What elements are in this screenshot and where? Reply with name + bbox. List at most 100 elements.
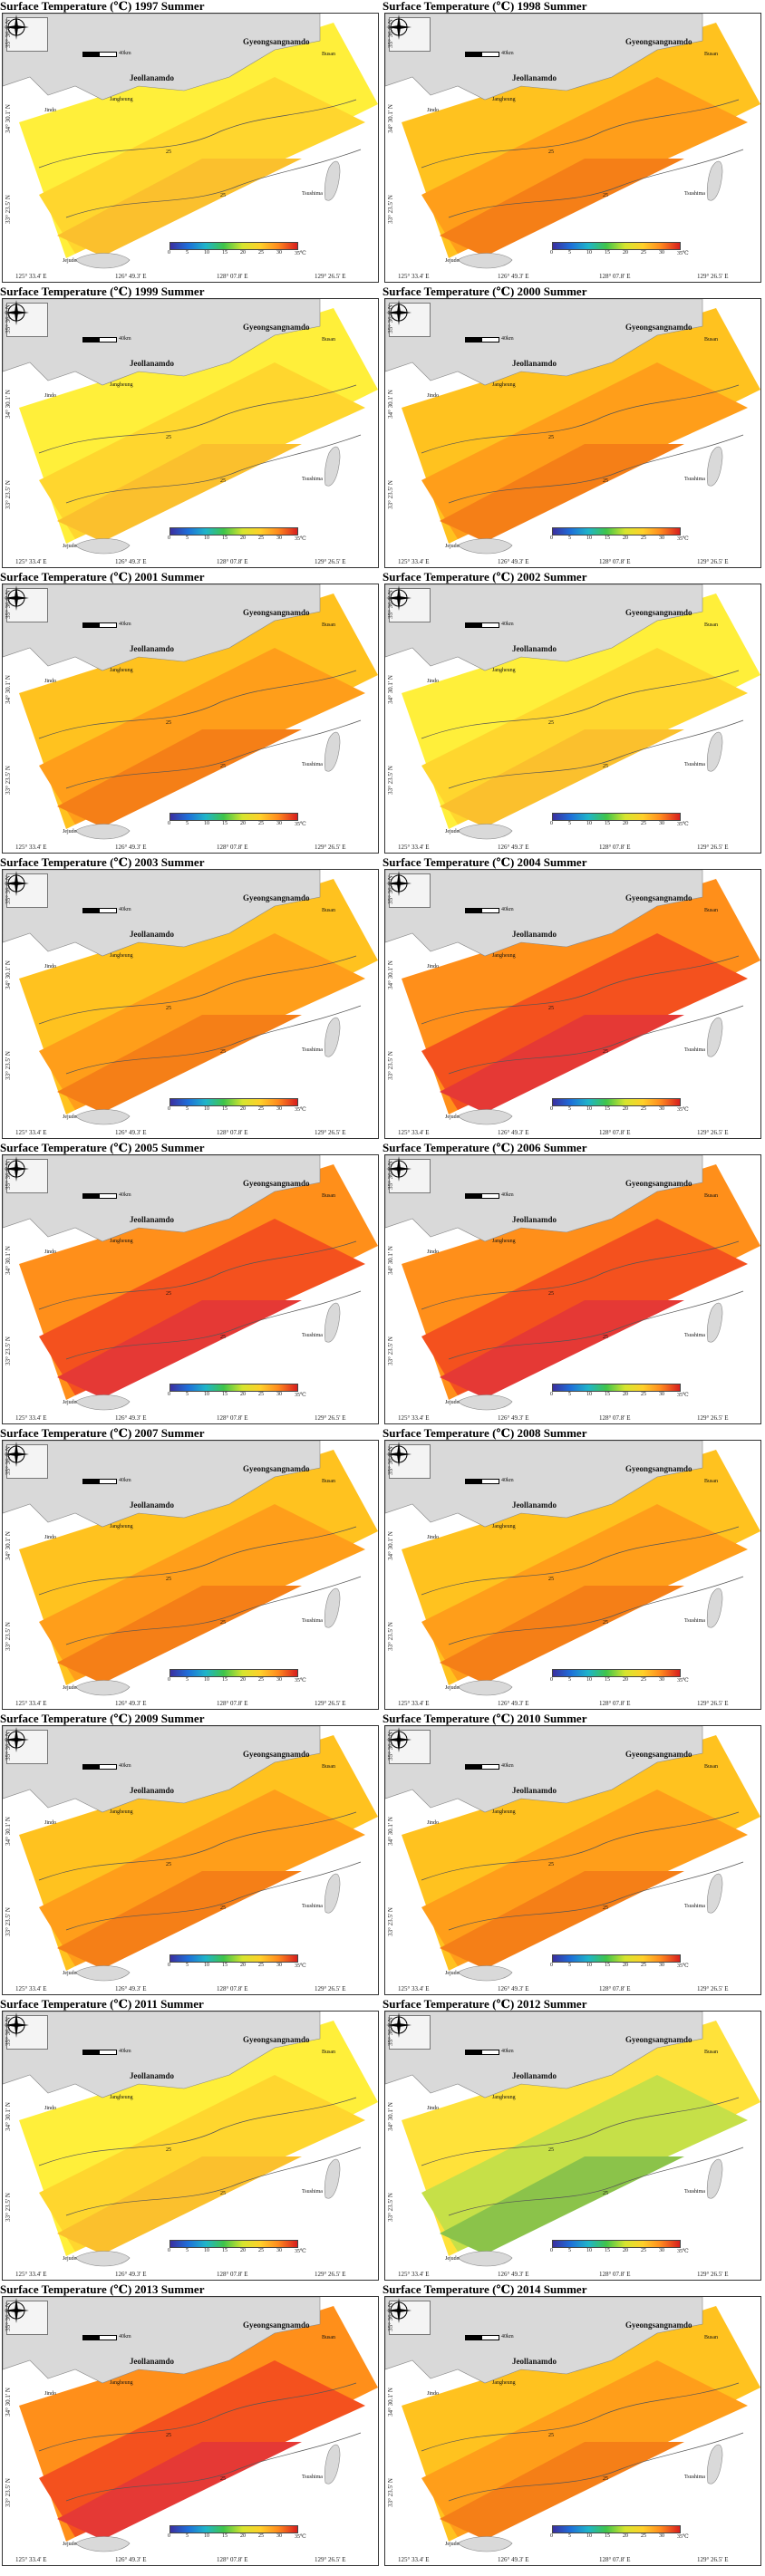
tsushima-island	[324, 1873, 341, 1914]
legend-tick: 15	[605, 1392, 610, 1397]
jeju-island	[457, 1965, 513, 1982]
panel-title: Surface Temperature (℃) 2008 Summer	[382, 1427, 587, 1440]
contour-label: 25	[548, 1006, 554, 1011]
legend-tick: 30	[659, 2533, 664, 2539]
scale-bar	[82, 2050, 117, 2055]
label-gyeongsangnamdo: Gyeongsangnamdo	[243, 2035, 310, 2044]
label-jangheung: Jangheung	[492, 2095, 516, 2100]
legend-tick: 25	[258, 821, 264, 826]
scale-bar	[82, 622, 117, 628]
lon-label: 128° 07.8' E	[599, 1700, 631, 1707]
label-jejudo: Jejudo	[63, 1685, 77, 1691]
map-frame: 40km Jeollanamdo Gyeongsangnamdo Busan T…	[2, 2011, 379, 2281]
legend-tick: 10	[586, 2248, 592, 2253]
label-jejudo: Jejudo	[63, 544, 77, 549]
tsushima-island	[706, 446, 723, 487]
legend-tick: 10	[204, 1106, 209, 1112]
korean-peninsula	[385, 584, 703, 671]
legend-colorbar	[552, 1669, 681, 1677]
lon-label: 125° 33.4' E	[398, 1129, 430, 1136]
contour-line	[65, 149, 362, 218]
temperature-map	[385, 584, 760, 840]
legend-tick: 5	[186, 1963, 189, 1968]
contour-label: 25	[603, 2191, 608, 2196]
label-gyeongsangnamdo: Gyeongsangnamdo	[625, 608, 692, 617]
map-panel-6: Surface Temperature (℃) 2002 Summer 40km…	[382, 571, 763, 854]
jeju-island	[457, 538, 513, 555]
lon-label: 126° 49.3' E	[115, 1700, 147, 1707]
legend-tick: 15	[222, 1677, 228, 1683]
contour-label: 25	[220, 193, 226, 198]
legend-tick: 5	[568, 250, 571, 256]
scale-text: 40km	[501, 51, 514, 56]
compass-icon	[4, 871, 29, 896]
scale-bar	[465, 908, 499, 913]
legend-tick: 25	[641, 1392, 646, 1397]
label-busan: Busan	[322, 1479, 335, 1484]
lon-label: 126° 49.3' E	[498, 273, 529, 280]
label-busan: Busan	[322, 908, 335, 913]
legend-tick: 5	[568, 1963, 571, 1968]
contour-label: 25	[166, 2433, 171, 2438]
legend-tick: 30	[276, 1963, 282, 1968]
map-panel-1: Surface Temperature (℃) 1997 Summer 40km…	[0, 0, 381, 283]
compass-icon	[386, 1727, 412, 1752]
legend-tick: 30	[659, 250, 664, 256]
legend-tick: 0	[550, 535, 553, 541]
label-busan: Busan	[704, 2050, 718, 2055]
map-panel-13: Surface Temperature (℃) 2009 Summer 40km…	[0, 1713, 381, 1995]
panel-title: Surface Temperature (℃) 2007 Summer	[0, 1427, 205, 1440]
scale-bar	[465, 1764, 499, 1770]
color-legend: 0 5 10 15 20 25 30 35℃	[550, 2240, 689, 2258]
korean-peninsula	[3, 2012, 321, 2098]
lon-label: 125° 33.4' E	[398, 273, 430, 280]
lon-label: 129° 26.5' E	[697, 1414, 729, 1422]
jeju-island	[457, 1394, 513, 1411]
jeju-island	[457, 824, 513, 840]
legend-tick: 20	[240, 2533, 246, 2539]
contour-line	[448, 719, 744, 789]
legend-tick: 35℃	[677, 1393, 689, 1398]
hot-band	[440, 1300, 684, 1398]
label-busan: Busan	[704, 337, 718, 343]
lon-label: 129° 26.5' E	[315, 273, 346, 280]
contour-line	[421, 1526, 740, 1596]
legend-tick: 30	[276, 1106, 282, 1112]
lat-label: 35° 36.0' N	[5, 2017, 12, 2046]
label-jeollanamdo: Jeollanamdo	[130, 644, 175, 653]
map-panel-17: Surface Temperature (℃) 2013 Summer 40km…	[0, 2283, 381, 2566]
lon-label: 129° 26.5' E	[315, 1414, 346, 1422]
label-jindo: Jindo	[427, 1535, 440, 1540]
legend-tick: 0	[550, 2533, 553, 2539]
legend-tick: 30	[276, 2533, 282, 2539]
label-jeollanamdo: Jeollanamdo	[130, 359, 175, 368]
label-busan: Busan	[322, 1764, 335, 1770]
label-busan: Busan	[322, 2335, 335, 2340]
compass-icon	[386, 2298, 412, 2323]
legend-tick: 30	[276, 2248, 282, 2253]
contour-line	[38, 670, 357, 739]
tsushima-island	[706, 160, 723, 201]
hot-band	[57, 729, 302, 827]
legend-tick: 35℃	[295, 1107, 306, 1113]
map-frame: 40km Jeollanamdo Gyeongsangnamdo Busan T…	[384, 1725, 761, 1995]
scale-text: 40km	[501, 1478, 514, 1483]
contour-line	[421, 384, 740, 454]
legend-tick: 20	[240, 2248, 246, 2253]
label-busan: Busan	[704, 908, 718, 913]
label-jindo: Jindo	[427, 1820, 440, 1826]
label-tsushima: Tsushima	[302, 477, 323, 482]
map-frame: 40km Jeollanamdo Gyeongsangnamdo Busan T…	[2, 2296, 379, 2566]
label-jindo: Jindo	[44, 1820, 57, 1826]
temperature-map	[385, 2012, 760, 2267]
label-gyeongsangnamdo: Gyeongsangnamdo	[625, 2035, 692, 2044]
scale-text: 40km	[119, 336, 131, 342]
lat-label: 33° 23.5' N	[5, 1051, 12, 1080]
contour-line	[448, 1005, 744, 1075]
lon-label: 129° 26.5' E	[697, 1700, 729, 1707]
scale-bar	[465, 52, 499, 57]
lat-label: 34° 30.1' N	[387, 1817, 394, 1846]
scale-bar	[82, 1479, 117, 1484]
lon-label: 126° 49.3' E	[498, 844, 529, 851]
label-jejudo: Jejudo	[445, 2256, 460, 2262]
